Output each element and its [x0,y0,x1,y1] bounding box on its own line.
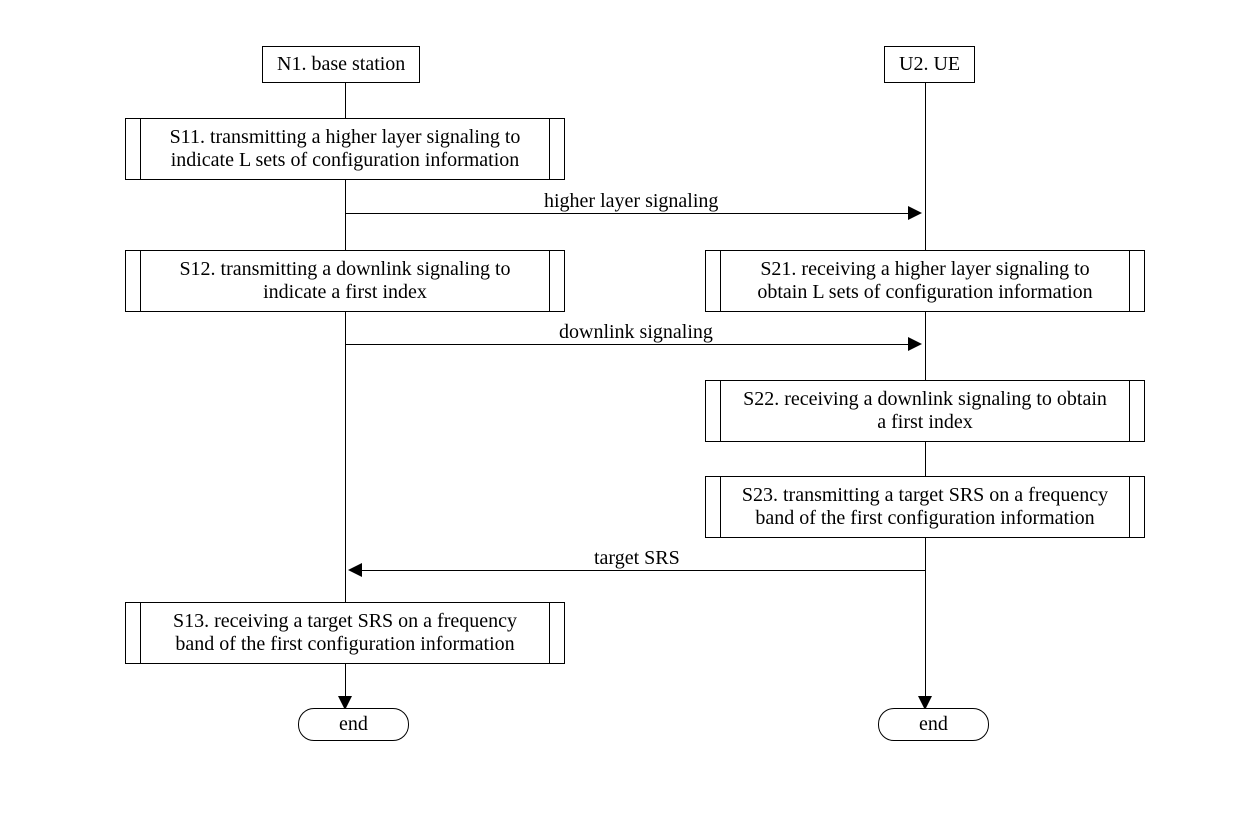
step-s21-label: S21. receiving a higher layer signaling … [738,258,1112,304]
msg2-arrow [908,337,922,351]
step-s22-label: S22. receiving a downlink signaling to o… [738,388,1112,434]
step-s12-label: S12. transmitting a downlink signaling t… [158,258,532,304]
step-s23-label: S23. transmitting a target SRS on a freq… [738,484,1112,530]
header-ue: U2. UE [884,46,975,83]
header-ue-label: U2. UE [899,53,960,76]
end-left: end [298,708,409,741]
msg3-arrow [348,563,362,577]
step-s21: S21. receiving a higher layer signaling … [705,250,1145,312]
step-s23: S23. transmitting a target SRS on a freq… [705,476,1145,538]
step-s13: S13. receiving a target SRS on a frequen… [125,602,565,664]
msg3-line [360,570,925,571]
header-base-station: N1. base station [262,46,420,83]
sequence-diagram: N1. base station U2. UE S11. transmittin… [0,0,1240,829]
end-right-label: end [919,713,948,736]
end-left-label: end [339,713,368,736]
step-s13-label: S13. receiving a target SRS on a frequen… [158,610,532,656]
step-s12: S12. transmitting a downlink signaling t… [125,250,565,312]
msg2-line [345,344,910,345]
msg1-line [345,213,910,214]
msg1-label: higher layer signaling [540,190,722,213]
msg1-arrow [908,206,922,220]
header-base-station-label: N1. base station [277,53,405,76]
step-s11: S11. transmitting a higher layer signali… [125,118,565,180]
step-s11-label: S11. transmitting a higher layer signali… [158,126,532,172]
msg3-label: target SRS [590,547,684,570]
step-s22: S22. receiving a downlink signaling to o… [705,380,1145,442]
msg2-label: downlink signaling [555,321,717,344]
end-right: end [878,708,989,741]
